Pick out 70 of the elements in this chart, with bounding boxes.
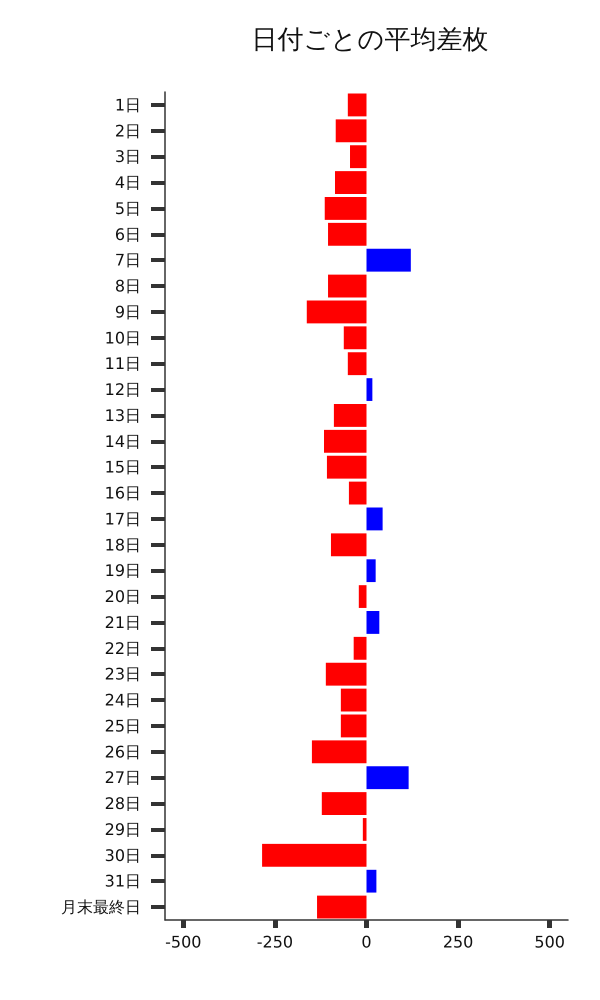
bar [326, 456, 366, 479]
bar [328, 274, 366, 298]
bar [350, 145, 366, 168]
bar [336, 119, 366, 142]
y-tick-label: 18日 [104, 535, 141, 554]
bar [348, 482, 366, 504]
bar [328, 222, 366, 246]
y-tick-label: 4日 [114, 173, 141, 192]
bar [340, 714, 366, 738]
bar [366, 378, 372, 401]
x-tick-label: -250 [256, 932, 294, 952]
bar [322, 792, 366, 815]
bar [306, 300, 366, 324]
y-tick-label: 28日 [104, 794, 141, 814]
bar [324, 197, 366, 220]
y-tick-label: 8日 [114, 276, 141, 296]
y-tick-label: 30日 [104, 846, 141, 865]
y-tick-label: 21日 [104, 612, 141, 632]
y-tick-label: 6日 [114, 224, 141, 244]
bar [366, 248, 411, 272]
bar [334, 171, 366, 194]
x-tick-label: 250 [442, 932, 474, 952]
chart-title: 日付ごとの平均差枚 [252, 25, 488, 55]
bar [362, 818, 366, 841]
y-tick-label: 31日 [104, 872, 141, 891]
bar [366, 870, 376, 893]
x-tick-label: 0 [361, 932, 372, 952]
y-tick-label: 14日 [104, 432, 141, 451]
y-tick-label: 23日 [104, 664, 141, 684]
y-tick-label: 10日 [104, 328, 141, 348]
y-tick-label: 24日 [104, 690, 141, 710]
y-tick-label: 25日 [104, 716, 141, 736]
y-tick-label: 26日 [104, 742, 141, 762]
bar [354, 636, 366, 660]
bar [358, 585, 366, 608]
y-tick-label: 22日 [104, 638, 141, 658]
y-tick-label: 19日 [104, 561, 141, 580]
y-tick-label: 13日 [104, 406, 141, 425]
y-tick-label: 11日 [104, 354, 141, 374]
y-tick-label: 2日 [114, 121, 141, 140]
x-tick-label: -500 [165, 932, 202, 952]
y-tick-label: 17日 [104, 509, 141, 528]
bar [366, 508, 383, 530]
bar [317, 896, 366, 918]
y-tick-label: 15日 [104, 458, 141, 477]
y-tick-label: 3日 [114, 147, 141, 166]
y-tick-label: 7日 [114, 250, 141, 270]
bar [334, 404, 366, 427]
bar [330, 533, 366, 556]
x-tick-label: 500 [534, 932, 565, 952]
y-tick-label: 5日 [114, 198, 141, 218]
bar [340, 688, 366, 712]
bar [366, 611, 380, 634]
y-tick-label: 27日 [104, 768, 141, 788]
y-tick-label: 16日 [104, 484, 141, 503]
bar [312, 740, 366, 764]
bar [326, 662, 366, 686]
bar [344, 326, 366, 350]
bar [324, 430, 366, 453]
bar [348, 352, 366, 376]
y-tick-label: 20日 [104, 587, 141, 606]
y-tick-label: 12日 [104, 380, 141, 400]
bar [262, 844, 366, 867]
y-tick-label: 月末最終日 [61, 898, 141, 917]
y-tick-label: 1日 [114, 95, 141, 114]
bar [366, 559, 376, 582]
bar [348, 94, 366, 116]
y-tick-label: 9日 [114, 302, 141, 322]
y-tick-label: 29日 [104, 820, 141, 839]
bar [366, 766, 409, 790]
